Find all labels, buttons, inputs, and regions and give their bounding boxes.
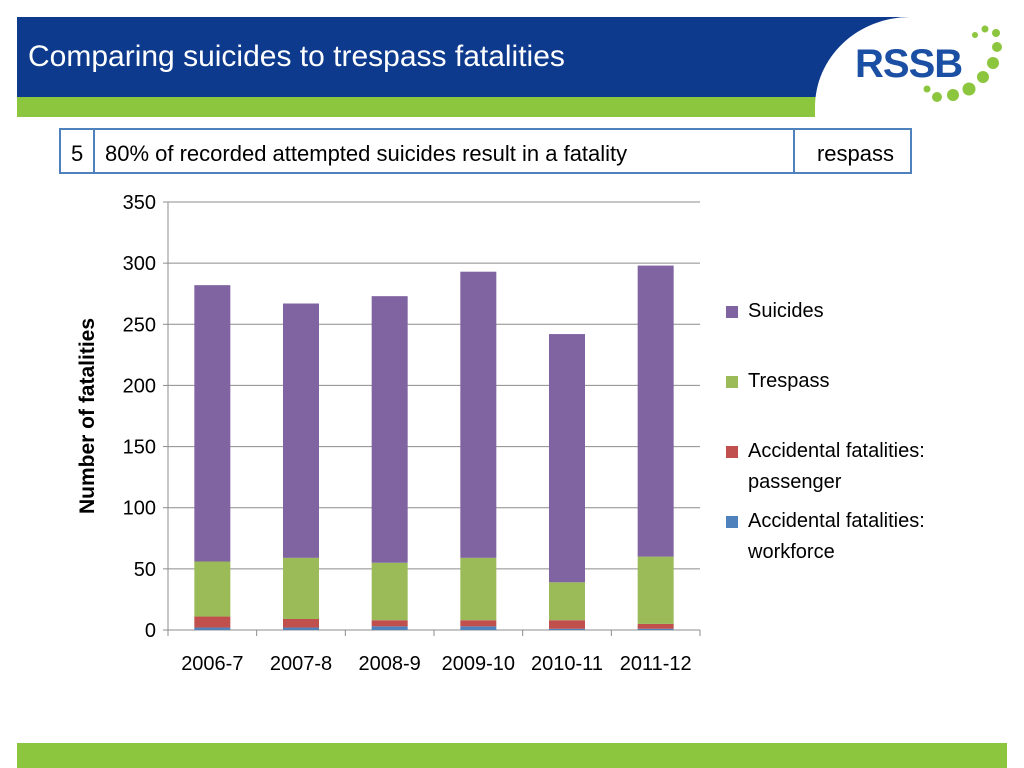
logo-area bbox=[815, 17, 1007, 117]
legend-label: Trespass bbox=[748, 370, 830, 392]
callout-back-number: 5 bbox=[71, 141, 84, 166]
legend-item: Trespass bbox=[726, 366, 986, 397]
bar-segment bbox=[549, 334, 585, 583]
y-tick-label: 150 bbox=[123, 437, 156, 459]
bar-segment bbox=[371, 620, 408, 627]
bar-segment bbox=[460, 626, 497, 630]
y-axis-title: Number of fatalities bbox=[76, 318, 99, 514]
bar-segment bbox=[460, 271, 497, 558]
bar-segment bbox=[283, 627, 319, 630]
x-tick-label: 2010-11 bbox=[531, 653, 603, 675]
x-tick-label: 2006-7 bbox=[181, 653, 243, 675]
bar-segment bbox=[637, 556, 674, 624]
bar-segment bbox=[194, 616, 231, 628]
callout-box-front: 80% of recorded attempted suicides resul… bbox=[93, 128, 795, 174]
bar-segment bbox=[371, 562, 408, 621]
bar-segment bbox=[637, 623, 674, 629]
bar-segment bbox=[549, 620, 585, 629]
bar-segment bbox=[549, 628, 585, 630]
bar-segment bbox=[283, 618, 319, 628]
y-tick-label: 0 bbox=[145, 620, 156, 642]
callout-back-tail: respass bbox=[816, 141, 894, 166]
legend-label: Suicides bbox=[748, 300, 824, 322]
x-tick-label: 2007-8 bbox=[270, 653, 332, 675]
legend-swatch bbox=[726, 516, 738, 528]
bar-segment bbox=[194, 285, 231, 562]
slide-title: Comparing suicides to trespass fatalitie… bbox=[28, 40, 565, 73]
bar-segment bbox=[460, 620, 497, 627]
header-accent-stripe bbox=[17, 97, 1007, 117]
bar-segment bbox=[637, 628, 674, 630]
y-tick-label: 350 bbox=[123, 192, 156, 214]
y-tick-label: 250 bbox=[123, 314, 156, 336]
bar-segment bbox=[460, 557, 497, 621]
legend-item: Suicides bbox=[726, 296, 986, 327]
rssb-logo: RSSB bbox=[855, 42, 963, 86]
legend-label: Accidental fatalities: workforce bbox=[748, 510, 925, 563]
y-tick-label: 200 bbox=[123, 375, 156, 397]
x-tick-label: 2011-12 bbox=[620, 653, 692, 675]
chart-legend: Suicides Trespass Accidental fatalities: p… bbox=[726, 296, 986, 568]
x-tick-label: 2009-10 bbox=[442, 653, 515, 675]
bar-segment bbox=[371, 296, 408, 563]
y-tick-label: 50 bbox=[134, 559, 156, 581]
y-tick-label: 100 bbox=[123, 498, 156, 520]
legend-swatch bbox=[726, 306, 738, 318]
bar-segment bbox=[194, 627, 231, 630]
legend-item: Accidental fatalities: passenger bbox=[726, 436, 986, 498]
legend-item: Accidental fatalities: workforce bbox=[726, 506, 986, 568]
bar-segment bbox=[283, 557, 319, 619]
bar-segment bbox=[371, 626, 408, 630]
legend-label: Accidental fatalities: passenger bbox=[748, 440, 925, 493]
logo-dots-icon bbox=[923, 25, 1002, 102]
legend-swatch bbox=[726, 376, 738, 388]
legend-swatch bbox=[726, 446, 738, 458]
bar-segment bbox=[194, 561, 231, 617]
bar-segment bbox=[549, 582, 585, 621]
x-tick-label: 2008-9 bbox=[359, 653, 421, 675]
y-tick-label: 300 bbox=[123, 253, 156, 275]
callout-front-text: 80% of recorded attempted suicides resul… bbox=[105, 141, 628, 166]
bar-segment bbox=[637, 265, 674, 557]
footer-band bbox=[17, 743, 1007, 768]
bar-segment bbox=[283, 303, 319, 558]
